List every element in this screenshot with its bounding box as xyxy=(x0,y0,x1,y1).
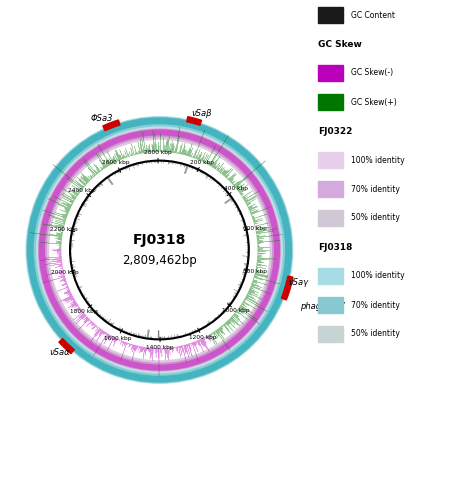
Text: ΦSa3: ΦSa3 xyxy=(91,114,113,123)
Text: 2,809,462bp: 2,809,462bp xyxy=(122,254,197,267)
Text: 50% identity: 50% identity xyxy=(351,214,400,222)
Text: 1800 kbp: 1800 kbp xyxy=(70,309,97,314)
Bar xyxy=(318,94,343,110)
Bar xyxy=(318,326,343,342)
Text: 1400 kbp: 1400 kbp xyxy=(146,345,174,350)
Text: 2000 kbp: 2000 kbp xyxy=(51,270,78,276)
Text: 2800 kbp: 2800 kbp xyxy=(144,150,172,155)
Text: νSaγ: νSaγ xyxy=(289,278,309,286)
Text: νSaα: νSaα xyxy=(50,348,70,358)
Text: 2600 kbp: 2600 kbp xyxy=(102,160,130,165)
Bar xyxy=(318,181,343,197)
Text: 1000 kbp: 1000 kbp xyxy=(222,308,250,313)
Text: 70% identity: 70% identity xyxy=(351,184,400,194)
Text: FJ0318: FJ0318 xyxy=(133,232,186,246)
Text: 2200 kbp: 2200 kbp xyxy=(50,227,78,232)
Text: 600 kbp: 600 kbp xyxy=(243,226,267,230)
Text: 1600 kbp: 1600 kbp xyxy=(104,336,132,341)
Text: 70% identity: 70% identity xyxy=(351,300,400,310)
Text: GC Skew(-): GC Skew(-) xyxy=(351,68,393,78)
Bar xyxy=(318,297,343,313)
Text: 100% identity: 100% identity xyxy=(351,272,405,280)
Text: 2400 kbp: 2400 kbp xyxy=(69,188,96,192)
Wedge shape xyxy=(187,116,202,126)
Text: 200 kbp: 200 kbp xyxy=(190,160,214,164)
Text: 100% identity: 100% identity xyxy=(351,156,405,164)
Text: νSaβ: νSaβ xyxy=(191,108,212,118)
Bar xyxy=(318,152,343,168)
Text: FJ0322: FJ0322 xyxy=(318,126,353,136)
Text: 1200 kbp: 1200 kbp xyxy=(189,335,216,340)
Text: GC Skew(+): GC Skew(+) xyxy=(351,98,396,106)
Text: phage-ST7: phage-ST7 xyxy=(300,302,345,311)
Text: 50% identity: 50% identity xyxy=(351,330,400,338)
Bar xyxy=(318,7,343,23)
Wedge shape xyxy=(59,338,74,353)
Bar xyxy=(318,268,343,284)
Wedge shape xyxy=(103,120,120,130)
Text: GC Skew: GC Skew xyxy=(318,40,362,48)
Bar xyxy=(318,210,343,226)
Text: FJ0318: FJ0318 xyxy=(318,242,353,252)
Text: GC Content: GC Content xyxy=(351,10,395,20)
Text: 400 kbp: 400 kbp xyxy=(224,186,248,192)
Wedge shape xyxy=(281,287,290,300)
Wedge shape xyxy=(285,276,293,288)
Bar xyxy=(318,65,343,81)
Text: 800 kbp: 800 kbp xyxy=(243,269,267,274)
